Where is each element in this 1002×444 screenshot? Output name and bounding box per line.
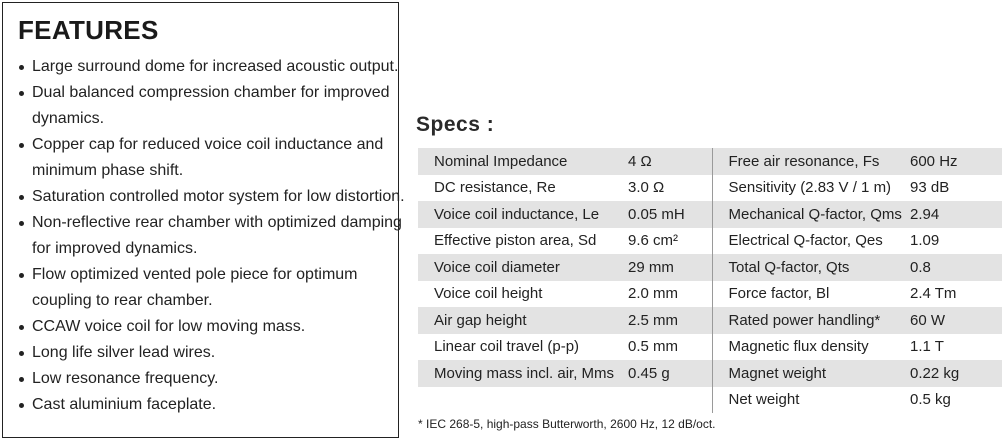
spec-value: 1.09 [910,232,940,250]
spec-name: Moving mass incl. air, Mms [418,360,628,387]
spec-name: Force factor, Bl [711,280,910,307]
spec-row: Effective piston area, Sd 9.6 cm² Electr… [418,227,1002,254]
spec-value: 0.45 g [628,360,712,387]
features-title: FEATURES [18,15,159,45]
spec-row: Net weight 0.5 kg [418,386,1002,413]
spec-row: Voice coil diameter 29 mm Total Q-factor… [418,254,1002,281]
spec-value: 2.94 [910,201,1002,228]
spec-value: 1.1 T [910,338,944,356]
spec-value: 29 mm [628,254,712,281]
spec-row: DC resistance, Re 3.0 Ω Sensitivity (2.8… [418,174,1002,201]
spec-value: 2.0 mm [628,285,679,303]
spec-name [418,386,628,413]
spec-row: Voice coil inductance, Le 0.05 mH Mechan… [418,201,1002,228]
feature-item: Large surround dome for increased acoust… [18,54,398,80]
spec-value: 2.5 mm [628,307,712,334]
feature-item: Cast aluminium faceplate. [18,392,398,418]
spec-name: DC resistance, Re [434,179,556,197]
spec-name: Effective piston area, Sd [434,232,597,250]
feature-item: Saturation controlled motor system for l… [18,184,405,210]
spec-value: 0.5 kg [910,391,951,409]
spec-name: Air gap height [418,307,628,334]
spec-row: Nominal Impedance 4 Ω Free air resonance… [418,148,1002,175]
spec-name: Voice coil height [434,285,543,303]
features-box: FEATURES Large surround dome for increas… [2,2,405,438]
spec-value: 3.0 Ω [628,179,665,197]
spec-row: Linear coil travel (p-p) 0.5 mm Magnetic… [418,333,1002,360]
feature-item: Copper cap for reduced voice coil induct… [18,132,398,184]
spec-row: Moving mass incl. air, Mms 0.45 g Magnet… [418,360,1002,387]
spec-name: Magnetic flux density [711,333,910,360]
specs-footnote: * IEC 268-5, high-pass Butterworth, 2600… [418,417,716,431]
spec-name: Mechanical Q-factor, Qms [711,201,910,228]
spec-value: 0.8 [910,254,1002,281]
spec-value: 60 W [910,307,1002,334]
feature-item: Non-reflective rear chamber with optimiz… [18,210,402,262]
feature-item: Dual balanced compression chamber for im… [18,80,398,132]
spec-value: 93 dB [910,179,950,197]
spec-name: Voice coil inductance, Le [418,201,628,228]
spec-row: Voice coil height 2.0 mm Force factor, B… [418,280,1002,307]
specs-title: Specs : [416,113,495,136]
spec-name: Nominal Impedance [418,148,628,175]
spec-value: 9.6 cm² [628,232,679,250]
spec-value [628,386,712,413]
spec-name: Net weight [711,386,910,413]
feature-item: Low resonance frequency. [18,366,398,392]
feature-item: CCAW voice coil for low moving mass. [18,314,398,340]
features-list: Large surround dome for increased acoust… [18,54,405,418]
spec-value: 2.4 Tm [910,285,957,303]
spec-value: 0.5 mm [628,338,679,356]
spec-value: 600 Hz [910,148,1002,175]
spec-name: Sensitivity (2.83 V / 1 m) [711,174,910,201]
spec-name: Total Q-factor, Qts [711,254,910,281]
spec-name: Magnet weight [711,360,910,387]
spec-name: Electrical Q-factor, Qes [711,227,910,254]
spec-value: 0.22 kg [910,360,1002,387]
spec-row: Air gap height 2.5 mm Rated power handli… [418,307,1002,334]
feature-item: Flow optimized vented pole piece for opt… [18,262,398,314]
spec-name: Free air resonance, Fs [711,148,910,175]
feature-item: Long life silver lead wires. [18,340,398,366]
spec-value: 4 Ω [628,148,712,175]
specs-table: Nominal Impedance 4 Ω Free air resonance… [418,148,1002,413]
spec-value: 0.05 mH [628,201,712,228]
spec-name: Linear coil travel (p-p) [434,338,580,356]
spec-name: Voice coil diameter [418,254,628,281]
spec-name: Rated power handling* [711,307,910,334]
